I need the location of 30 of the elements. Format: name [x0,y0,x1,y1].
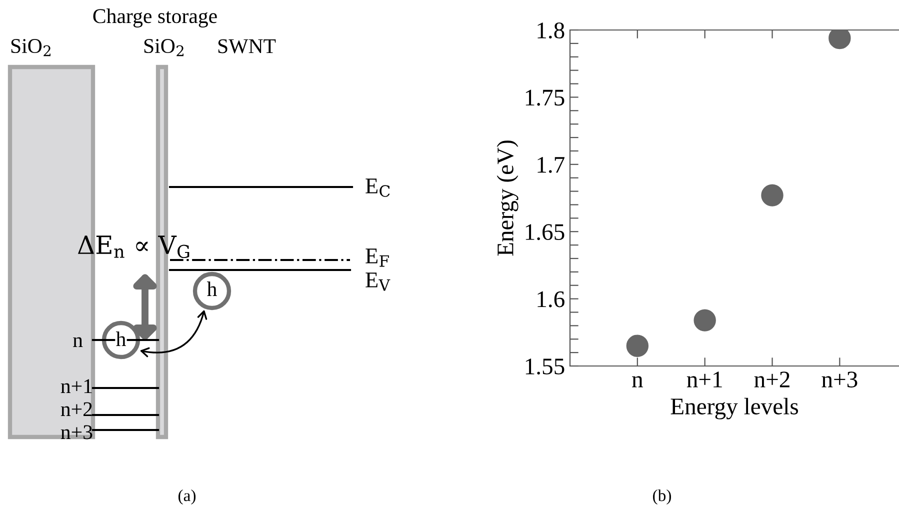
text: n+3 [60,425,92,440]
point [761,184,784,206]
y-tick-label: 1.65 [526,224,564,240]
y-tick-label: 1.6 [538,291,564,308]
x-tick-label: n+3 [822,372,858,388]
text: SiO$_{2}$ [11,39,50,56]
text: (b) [653,489,671,505]
text: SWNT [218,39,276,54]
text: ΔE$_{n}$ ∝ V$_{G}$ [78,236,190,258]
point [626,334,649,357]
point [694,309,716,332]
text: SiO$_{2}$ [144,39,184,56]
text: h [116,332,126,346]
y-tick-label: 1.55 [526,358,564,375]
x-tick-label: n+2 [754,372,790,388]
text: E$_{V}$ [366,272,390,291]
text: E$_{F}$ [366,248,389,267]
text: n [73,337,83,348]
y-axis-title: Energy (eV) [496,140,518,256]
y-tick-label: 1.75 [526,90,564,106]
text: E$_{C}$ [366,178,390,197]
text: n+2 [60,402,92,416]
text: (a) [178,489,196,505]
y-tick-label: 1.7 [538,157,564,173]
text: Charge storage [93,8,217,28]
x-axis-title: Energy levels [670,398,798,420]
x-tick-label: n+1 [686,372,722,388]
y-tick-label: 1.8 [538,22,564,39]
x-tick-label: n [632,376,643,388]
text: h [206,282,217,296]
